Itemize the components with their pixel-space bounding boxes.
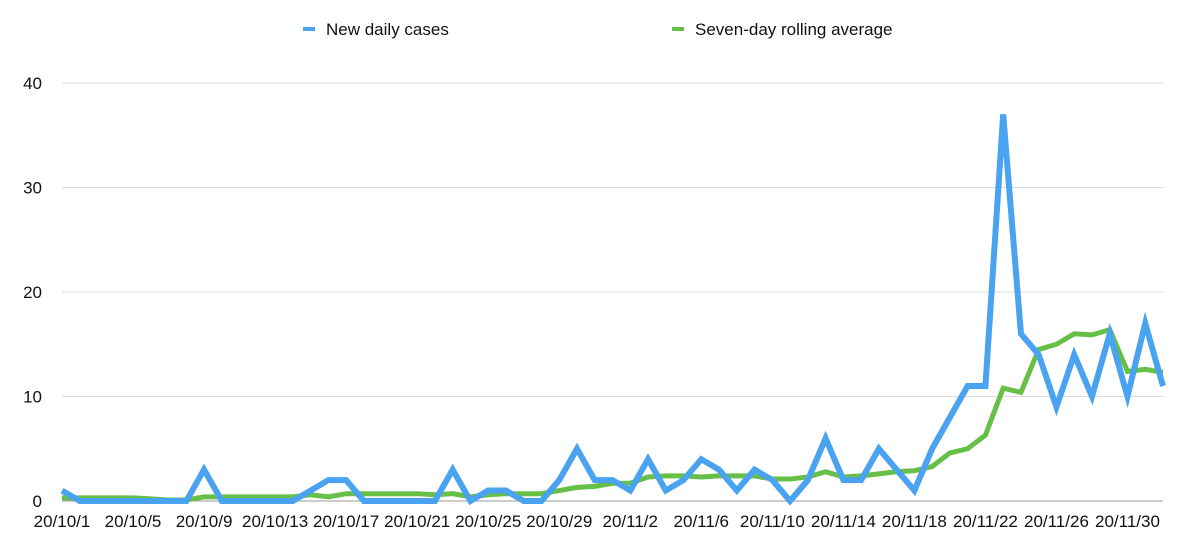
legend-item-seven-day-rolling-average[interactable]: Seven-day rolling average: [672, 20, 893, 39]
y-tick-label-40: 40: [23, 74, 42, 93]
y-tick-label-10: 10: [23, 388, 42, 407]
x-tick-label: 20/11/22: [953, 512, 1018, 531]
y-tick-label-0: 0: [33, 492, 42, 511]
series-lines: [60, 114, 1166, 506]
legend-label-new-daily-cases: New daily cases: [326, 20, 449, 39]
x-tick-label: 20/11/30: [1095, 512, 1160, 531]
x-tick-label: 20/10/21: [384, 512, 450, 531]
legend: New daily cases Seven-day rolling averag…: [303, 20, 893, 39]
x-tick-label: 20/10/5: [105, 512, 162, 531]
legend-label-seven-day-rolling-average: Seven-day rolling average: [695, 20, 893, 39]
x-tick-label: 20/10/9: [176, 512, 233, 531]
x-tick-label: 20/11/2: [603, 512, 658, 531]
y-tick-label-20: 20: [23, 283, 42, 302]
x-tick-label: 20/11/14: [811, 512, 876, 531]
x-tick-label: 20/11/18: [882, 512, 947, 531]
y-tick-label-30: 30: [23, 179, 42, 198]
series-line-new-daily-cases: [60, 114, 1166, 506]
x-tick-label: 20/10/29: [526, 512, 592, 531]
x-tick-label: 20/10/1: [34, 512, 91, 531]
x-tick-label: 20/11/6: [674, 512, 729, 531]
x-tick-label: 20/10/17: [313, 512, 379, 531]
x-tick-label: 20/11/26: [1024, 512, 1089, 531]
x-tick-label: 20/10/13: [242, 512, 308, 531]
x-axis-tick-labels: 20/10/1 20/10/5 20/10/9 20/10/13 20/10/17 20/…: [34, 512, 1160, 531]
y-axis-tick-labels: 0 10 20 30 40: [23, 74, 42, 511]
series-line-seven-day-rolling-average: [62, 326, 1164, 503]
legend-item-new-daily-cases[interactable]: New daily cases: [303, 20, 449, 39]
x-tick-label: 20/10/25: [455, 512, 521, 531]
x-tick-label: 20/11/10: [740, 512, 805, 531]
gridlines: [62, 82, 1163, 502]
